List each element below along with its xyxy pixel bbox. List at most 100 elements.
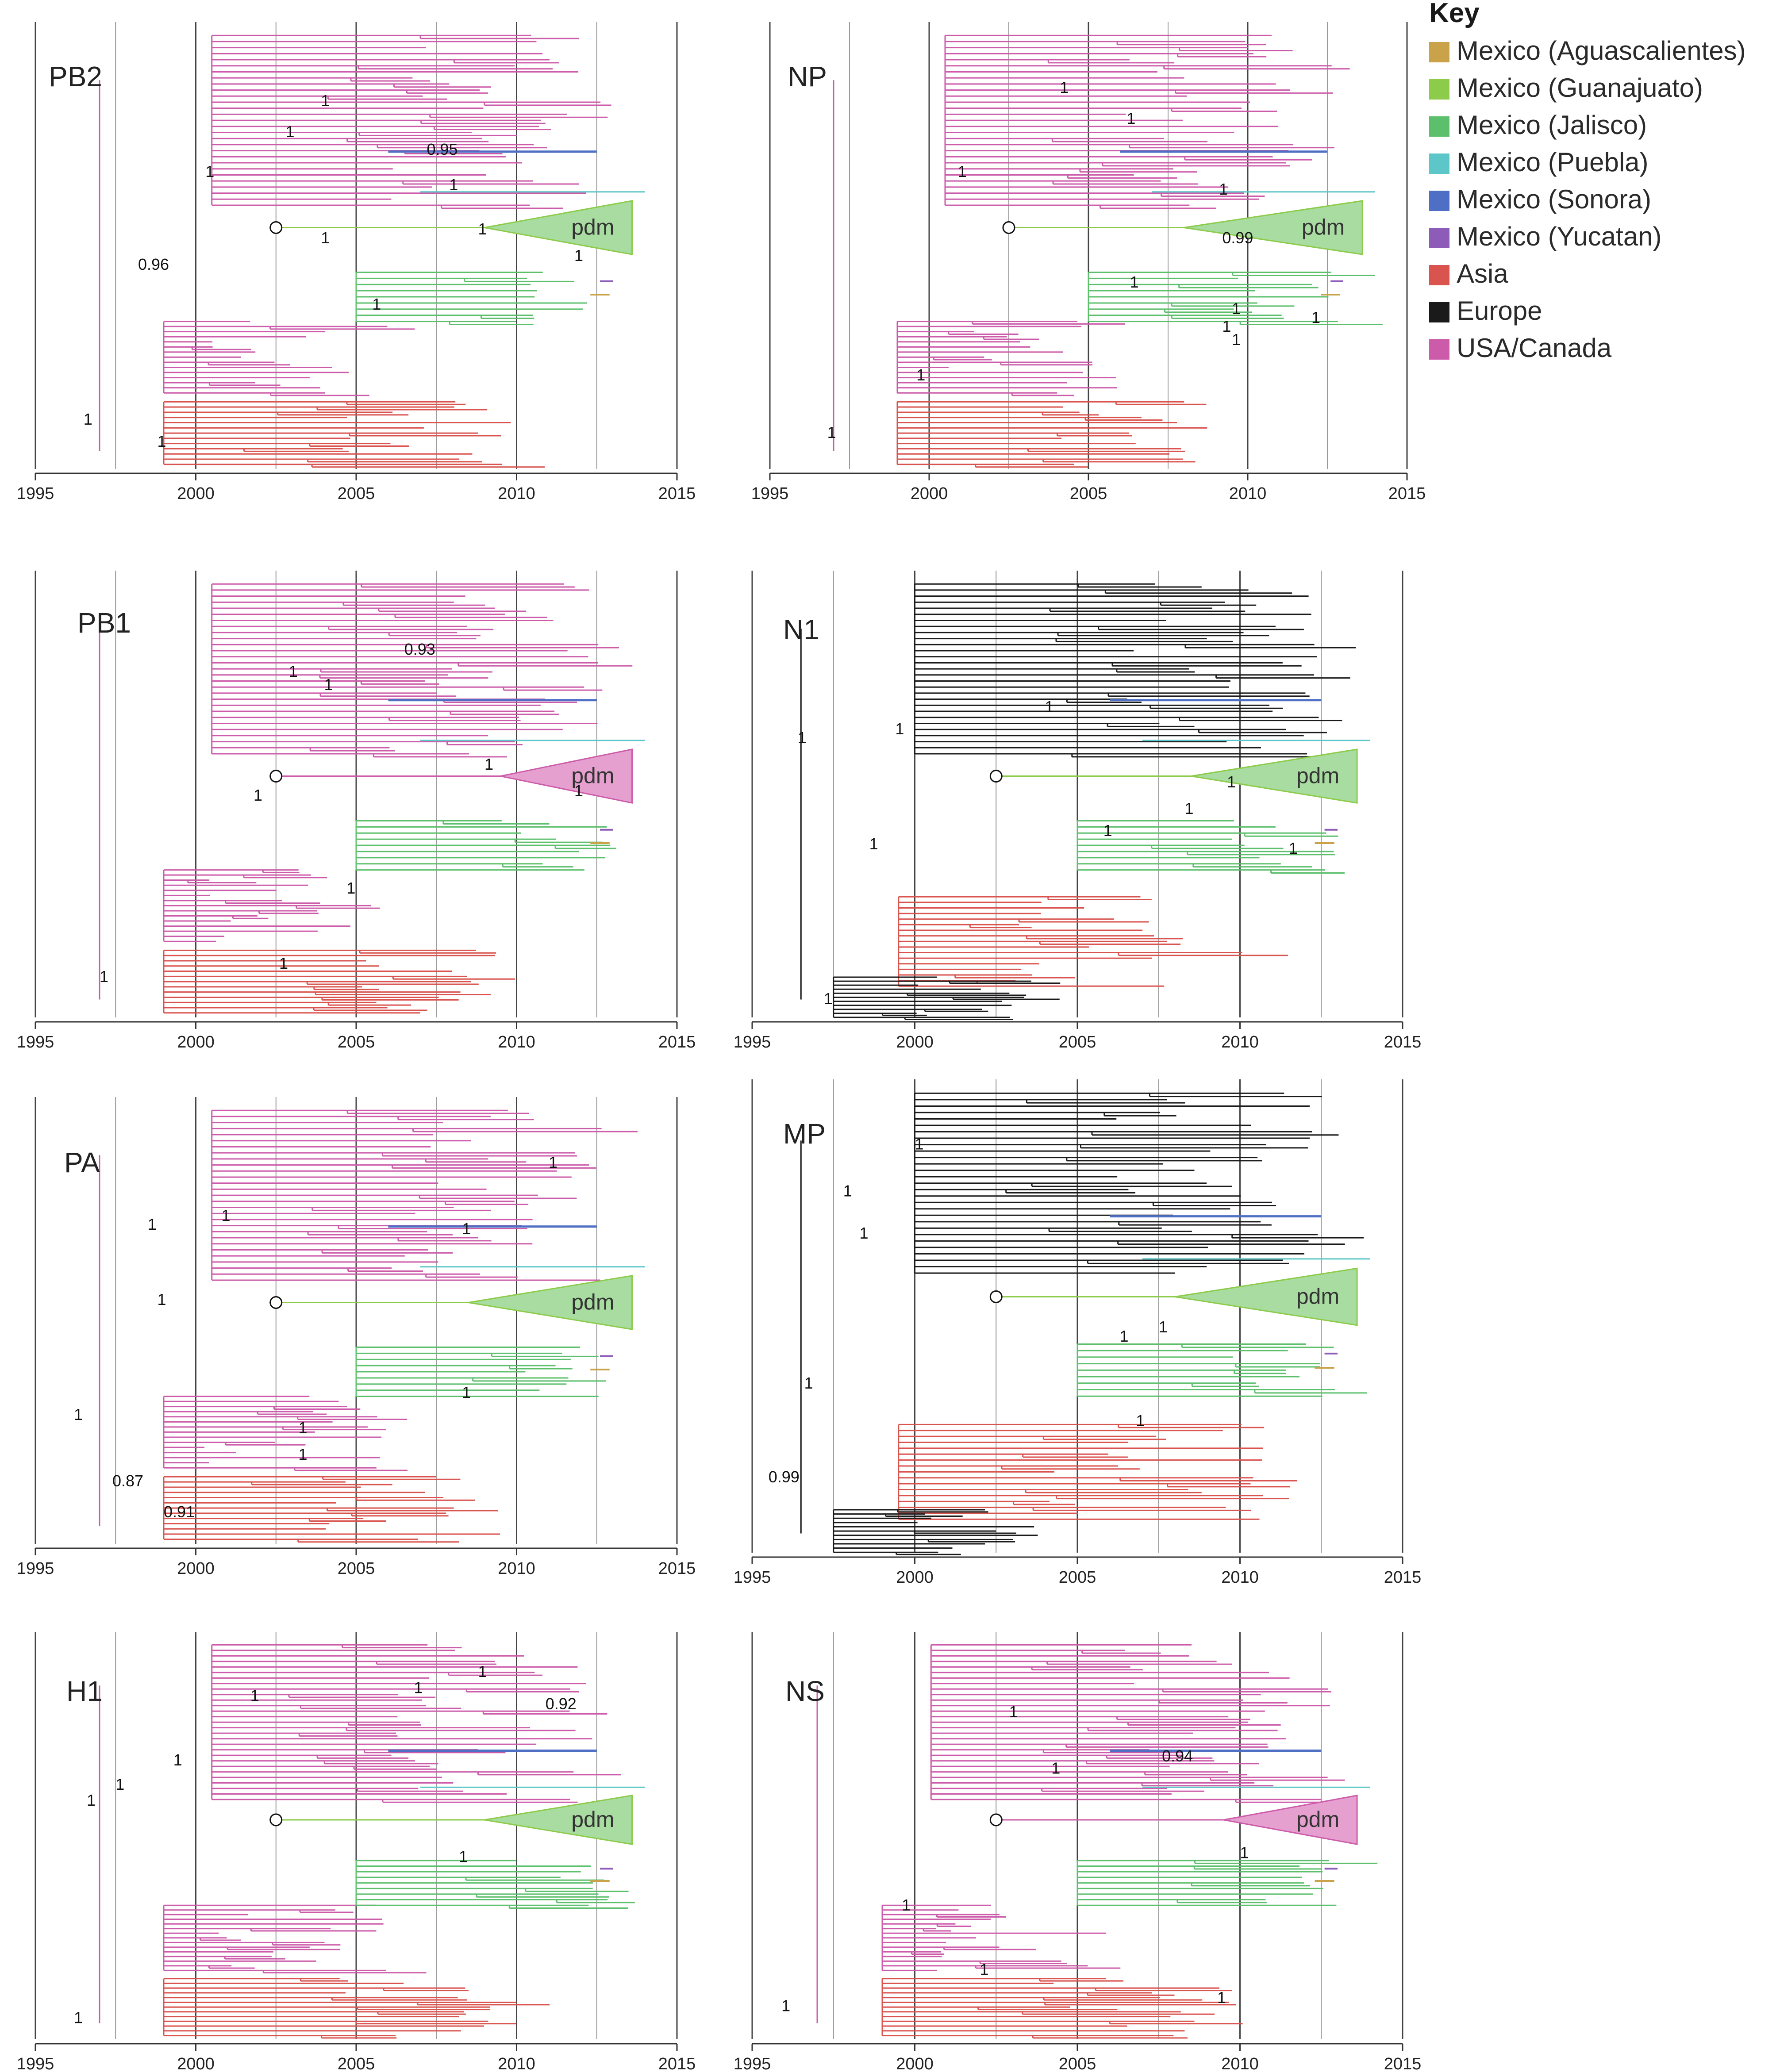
- pdm-clade-triangle: [1191, 748, 1358, 804]
- pdm-clade-triangle: [484, 200, 633, 255]
- support-value: 1: [74, 1405, 83, 1424]
- support-value: 0.95: [427, 140, 458, 158]
- support-value: 1: [1130, 273, 1139, 291]
- tick-label: 2000: [911, 484, 948, 503]
- legend-label: Asia: [1457, 259, 1508, 288]
- panel-ns: 1995 2000 2005 2010 2015 pdm 1 0.94 1 1 1 1 1 1 NS: [734, 1632, 1421, 2072]
- support-value: 1: [459, 1848, 468, 1866]
- tick-label: 2005: [338, 1033, 375, 1051]
- tick-label: 2005: [1059, 2055, 1096, 2072]
- pdm-ancestor-node: [269, 1296, 283, 1309]
- tick-label: 1995: [17, 2055, 54, 2072]
- tick-label: 2015: [658, 1559, 696, 1578]
- support-value: 1: [1051, 1759, 1060, 1777]
- panel-n1: 1995 2000 2005 2010 2015 pdm 1 1 1 1 1 1 1 1 1 N1: [734, 571, 1421, 1051]
- pdm-label: pdm: [1296, 1807, 1339, 1832]
- panel-title: PB2: [49, 61, 102, 92]
- tick-label: 1995: [734, 1033, 771, 1051]
- support-value: 1: [1009, 1703, 1018, 1721]
- support-value: 1: [824, 990, 833, 1008]
- support-value: 1: [915, 1135, 924, 1153]
- panel-title: NS: [785, 1675, 825, 1707]
- legend-label: Mexico (Guanajuato): [1457, 73, 1703, 103]
- support-value: 1: [1222, 317, 1231, 335]
- tick-label: 2000: [896, 1033, 934, 1051]
- support-value: 1: [87, 1791, 96, 1809]
- tick-label: 1995: [17, 484, 54, 503]
- support-value: 1: [158, 432, 166, 450]
- support-value: 1: [289, 662, 298, 680]
- tick-label: 2015: [658, 1033, 696, 1051]
- tick-label: 2000: [896, 2055, 934, 2072]
- pdm-ancestor-node: [269, 1813, 283, 1826]
- legend-swatch: [1429, 339, 1449, 360]
- legend: Key Mexico (Aguascalientes) Mexico (Guanaj…: [1429, 0, 1746, 363]
- panel-title: NP: [788, 61, 827, 92]
- support-value: 1: [843, 1182, 852, 1200]
- tick-label: 2000: [177, 1559, 215, 1578]
- pdm-clade-triangle: [468, 1275, 633, 1330]
- tick-label: 2015: [1384, 1568, 1422, 1587]
- support-value: 1: [173, 1751, 182, 1769]
- support-value: 1: [254, 786, 262, 804]
- support-value: 1: [1232, 299, 1241, 318]
- support-value: 1: [916, 366, 925, 384]
- support-value: 1: [158, 1290, 166, 1308]
- support-value: 1: [299, 1419, 308, 1437]
- support-value: 1: [980, 1960, 989, 1978]
- support-value: 1: [1136, 1412, 1145, 1430]
- support-value: 1: [478, 220, 487, 238]
- pdm-ancestor-node: [269, 770, 283, 783]
- support-value: 0.99: [1222, 229, 1253, 247]
- support-value: 1: [798, 729, 807, 747]
- tick-label: 2015: [658, 2055, 696, 2072]
- legend-label: Mexico (Jalisco): [1457, 110, 1647, 140]
- support-value: 1: [484, 755, 493, 773]
- legend-label: Mexico (Puebla): [1457, 147, 1649, 177]
- tick-label: 2010: [498, 484, 535, 503]
- support-value: 1: [449, 176, 458, 194]
- pdm-label: pdm: [571, 764, 614, 788]
- support-value: 1: [1060, 78, 1069, 96]
- support-value: 0.91: [164, 1503, 195, 1521]
- tick-label: 2000: [177, 2055, 215, 2072]
- tick-label: 2010: [498, 2055, 535, 2072]
- support-value: 1: [299, 1445, 308, 1463]
- support-value: 1: [1120, 1327, 1129, 1345]
- support-value: 1: [100, 967, 108, 986]
- support-value: 1: [1185, 799, 1194, 817]
- support-value: 1: [1289, 839, 1298, 857]
- panel-title: N1: [783, 614, 819, 645]
- pdm-clade-triangle: [484, 1795, 633, 1845]
- pdm-ancestor-node: [989, 1290, 1003, 1303]
- pdm-label: pdm: [571, 1290, 614, 1315]
- support-value: 1: [1240, 1844, 1249, 1862]
- tick-label: 2010: [498, 1559, 535, 1578]
- support-value: 0.87: [112, 1472, 143, 1490]
- support-value: 1: [902, 1896, 911, 1914]
- support-value: 1: [1159, 1318, 1168, 1336]
- support-value: 1: [1311, 308, 1320, 326]
- tick-label: 2000: [896, 1568, 934, 1587]
- support-value: 1: [574, 246, 583, 265]
- support-value: 1: [462, 1220, 471, 1238]
- legend-swatch: [1429, 228, 1449, 248]
- support-value: 1: [1045, 698, 1054, 716]
- support-value: 1: [462, 1383, 471, 1401]
- tick-label: 2010: [1221, 1568, 1259, 1587]
- support-value: 1: [346, 879, 355, 897]
- tick-label: 2010: [498, 1033, 535, 1051]
- support-value: 1: [205, 162, 214, 180]
- tick-label: 2005: [338, 2055, 375, 2072]
- pdm-clade-triangle: [1175, 1267, 1358, 1326]
- tick-label: 1995: [734, 1568, 771, 1587]
- legend-swatch: [1429, 265, 1449, 285]
- pdm-ancestor-node: [269, 221, 283, 234]
- pdm-ancestor-node: [989, 770, 1003, 783]
- support-value: 1: [115, 1775, 124, 1793]
- legend-swatch: [1429, 116, 1449, 137]
- pdm-clade-triangle: [1223, 1795, 1358, 1845]
- pdm-ancestor-node: [1002, 221, 1015, 234]
